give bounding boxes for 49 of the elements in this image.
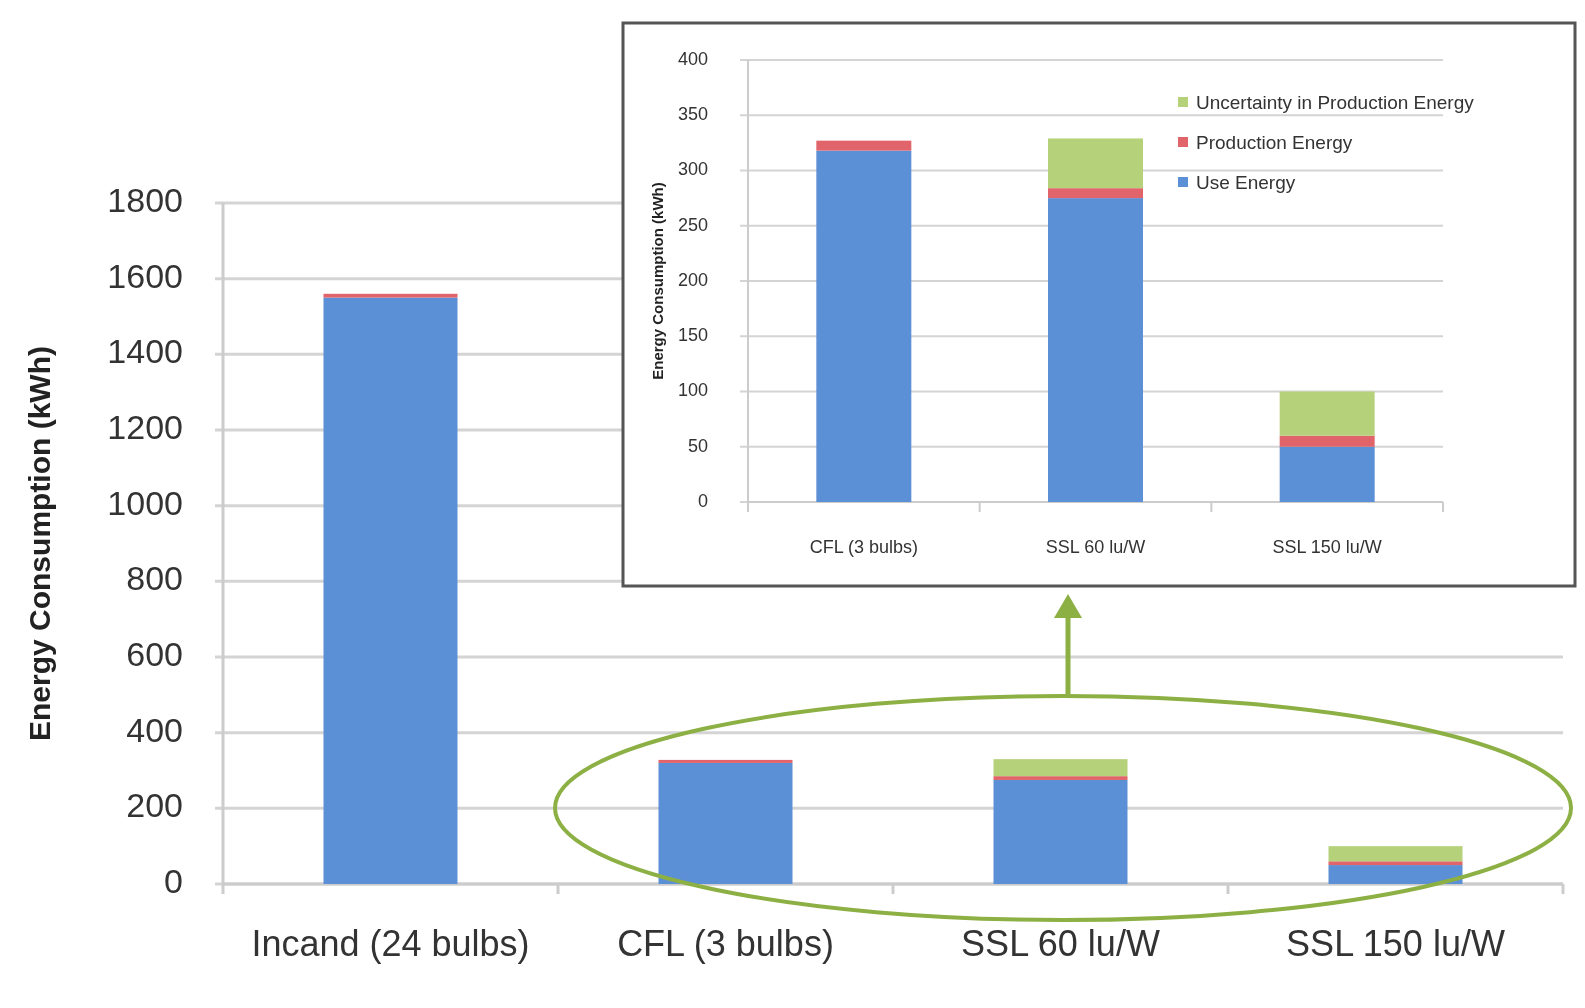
bar bbox=[658, 759, 793, 763]
y-tick-label: 400 bbox=[677, 48, 708, 69]
y-tick-label: 200 bbox=[126, 786, 183, 825]
y-tick-label: 800 bbox=[126, 559, 183, 598]
y-tick-label: 600 bbox=[126, 634, 183, 673]
y-axis-title: Energy Consumption (kWh) bbox=[649, 182, 666, 380]
bar bbox=[1048, 188, 1143, 199]
x-tick-label: SSL 150 lu/W bbox=[1286, 923, 1505, 964]
y-tick-label: 300 bbox=[677, 159, 708, 180]
y-tick-label: 1600 bbox=[107, 256, 183, 295]
y-tick-label: 150 bbox=[677, 325, 708, 345]
bar bbox=[1048, 198, 1143, 502]
y-tick-label: 350 bbox=[677, 104, 708, 124]
y-tick-label: 0 bbox=[164, 861, 183, 900]
bar bbox=[1328, 865, 1463, 884]
bar bbox=[993, 776, 1128, 780]
y-tick-label: 1800 bbox=[107, 180, 183, 219]
bar bbox=[1279, 446, 1375, 502]
bar bbox=[1279, 435, 1375, 447]
x-tick-label: SSL 150 lu/W bbox=[1272, 537, 1382, 557]
y-tick-label: 200 bbox=[677, 269, 708, 290]
y-axis-title: Energy Consumption (kWh) bbox=[23, 346, 56, 741]
y-tick-label: 400 bbox=[126, 710, 183, 749]
bar bbox=[1279, 391, 1375, 436]
legend-label: Uncertainty in Production Energy bbox=[1196, 92, 1475, 114]
bar bbox=[993, 779, 1128, 884]
bar bbox=[1328, 846, 1463, 862]
bar bbox=[323, 297, 458, 884]
x-tick-label: CFL (3 bulbs) bbox=[617, 923, 834, 964]
y-tick-label: 1000 bbox=[107, 483, 183, 522]
bar bbox=[816, 140, 912, 151]
bar bbox=[323, 293, 458, 298]
y-tick-label: 50 bbox=[687, 435, 708, 456]
bar bbox=[1048, 138, 1143, 189]
x-tick-label: SSL 60 lu/W bbox=[961, 923, 1160, 964]
x-tick-label: CFL (3 bulbs) bbox=[809, 537, 919, 557]
x-tick-label: SSL 60 lu/W bbox=[1045, 537, 1146, 557]
y-tick-label: 1200 bbox=[107, 407, 183, 446]
bar bbox=[993, 759, 1128, 777]
legend-label: Use Energy bbox=[1196, 172, 1296, 194]
y-tick-label: 1400 bbox=[107, 332, 183, 371]
bar bbox=[1328, 861, 1463, 866]
legend-label: Production Energy bbox=[1196, 132, 1353, 154]
bar bbox=[658, 762, 793, 884]
y-tick-label: 250 bbox=[677, 214, 708, 235]
bar bbox=[816, 150, 912, 502]
y-tick-label: 0 bbox=[697, 490, 708, 511]
x-tick-label: Incand (24 bulbs) bbox=[251, 923, 530, 964]
y-tick-label: 100 bbox=[677, 380, 708, 401]
